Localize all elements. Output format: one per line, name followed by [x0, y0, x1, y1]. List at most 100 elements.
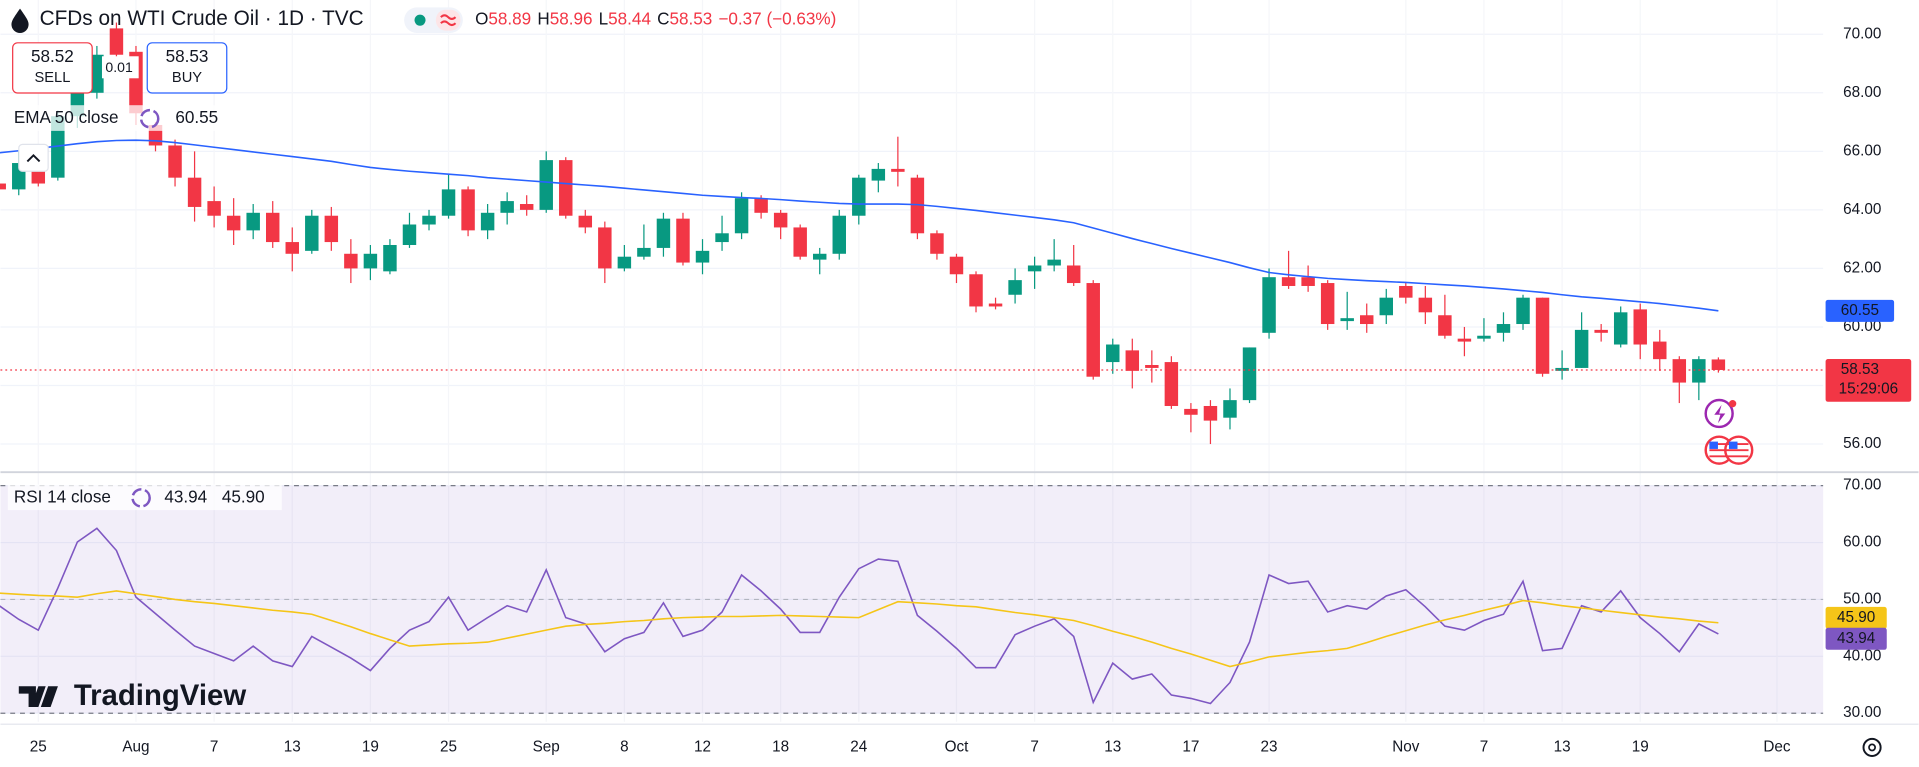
- event-dot: [1728, 400, 1737, 408]
- candle-body: [852, 177, 866, 216]
- spread: 0.01: [105, 59, 133, 75]
- chart-title: CFDs on WTI Crude Oil · 1D · TVC: [40, 7, 364, 30]
- y-tick-label: 70.00: [1843, 477, 1881, 494]
- y-tick-label: 56.00: [1843, 435, 1881, 452]
- candle-body: [969, 274, 983, 307]
- candle-body: [871, 168, 886, 181]
- candle-body: [1692, 359, 1706, 383]
- x-tick-label: 17: [1182, 738, 1199, 755]
- x-tick-label: 13: [1104, 738, 1121, 755]
- candle-body: [305, 215, 319, 251]
- candle-body: [1360, 315, 1374, 325]
- candle-body: [285, 242, 299, 254]
- sell-price: 58.52: [31, 47, 74, 66]
- candle-body: [1262, 277, 1276, 333]
- candle-body: [1008, 280, 1022, 295]
- y-tick-label: 60.00: [1843, 318, 1881, 335]
- settings-button[interactable]: [1862, 737, 1882, 757]
- candle-body: [637, 247, 651, 257]
- candle-body: [617, 256, 632, 269]
- flag-stripes: [1709, 443, 1749, 458]
- x-tick-label: 7: [1480, 738, 1489, 755]
- candle-body: [1672, 359, 1687, 383]
- indicator-name[interactable]: EMA 50 close: [14, 108, 119, 127]
- collapse-icon: [26, 153, 41, 163]
- indicator-value: 45.90: [222, 487, 265, 506]
- candle-body: [246, 212, 260, 231]
- candle-body: [754, 198, 768, 213]
- candle-body: [734, 198, 749, 234]
- candle-body: [1086, 283, 1100, 377]
- spread-box: [101, 56, 139, 79]
- buy-button[interactable]: [146, 42, 228, 94]
- ohlc-letter: L: [599, 9, 609, 28]
- x-tick-label: 7: [210, 738, 219, 755]
- indicator-line: [0, 139, 1719, 312]
- candle-body: [1438, 315, 1452, 336]
- axis-tag-label: 45.90: [1837, 609, 1875, 626]
- candle-body: [1516, 297, 1530, 325]
- candle-body: [1047, 259, 1061, 266]
- ohlc-letter: H: [537, 9, 549, 28]
- candle-body: [812, 253, 827, 260]
- candle-body: [773, 212, 788, 228]
- x-tick-label: Oct: [945, 738, 970, 755]
- indicator-value: 43.94: [164, 487, 207, 506]
- x-tick-label: 13: [1554, 738, 1571, 755]
- watermark: TradingView: [74, 679, 246, 712]
- sell-button[interactable]: [12, 42, 93, 94]
- x-tick-label: 18: [772, 738, 789, 755]
- candle-body: [1379, 297, 1393, 316]
- y-tick-label: 50.00: [1843, 590, 1881, 607]
- candle-body: [226, 215, 241, 231]
- candle-body: [715, 233, 729, 243]
- candle-body: [1242, 347, 1257, 401]
- y-tick-label: 60.00: [1843, 534, 1881, 551]
- candle-body: [793, 227, 807, 257]
- line: [0, 590, 1719, 668]
- delayed-badge: [435, 9, 461, 31]
- candle-body: [910, 177, 925, 234]
- x-tick-label: 19: [1632, 738, 1649, 755]
- candle-body: [1223, 400, 1237, 418]
- overlay: CFDs on WTI Crude Oil · 1D · TVC O58.89 H…: [0, 7, 1919, 757]
- x-tick-label: 24: [850, 738, 867, 755]
- candle-body: [1125, 350, 1140, 371]
- candle-body: [1066, 265, 1081, 284]
- x-tick-label: 7: [1030, 738, 1039, 755]
- ohlc-value: 58.53: [669, 9, 712, 28]
- candle-body: [324, 215, 339, 243]
- indicator-icon[interactable]: [131, 488, 151, 508]
- buy-price: 58.53: [166, 47, 209, 66]
- ohlc-value: 58.89: [488, 9, 531, 28]
- candle-body: [1633, 309, 1647, 345]
- x-tick-label: 12: [694, 738, 711, 755]
- indicator-icon[interactable]: [139, 108, 160, 129]
- y-tick-label: 30.00: [1843, 704, 1881, 721]
- axis-tag-label: 58.53: [1841, 361, 1879, 378]
- y-tick-label: 66.00: [1843, 142, 1881, 159]
- candle-body: [891, 168, 905, 172]
- logo-icon: [18, 686, 58, 708]
- candle-body: [461, 189, 475, 231]
- candle-body: [832, 215, 846, 254]
- candle-body: [1320, 283, 1335, 325]
- collapse-button[interactable]: [18, 143, 49, 172]
- candle-body: [1281, 277, 1296, 286]
- candle-body: [578, 215, 593, 228]
- candle-body: [1164, 362, 1179, 406]
- sell-label: SELL: [35, 70, 71, 86]
- candle-body: [519, 204, 534, 210]
- candle-body: [480, 212, 495, 231]
- candle-body: [930, 233, 944, 254]
- indicator-value: 60.55: [175, 108, 218, 127]
- y-tick-label: 68.00: [1843, 84, 1881, 101]
- line: [0, 527, 1719, 705]
- grid: [0, 33, 1824, 714]
- axis-tags: 56.0058.0060.0062.0064.0066.0068.0070.00…: [30, 25, 1912, 755]
- indicator-name[interactable]: RSI 14 close: [14, 487, 111, 506]
- candle-body: [500, 201, 514, 213]
- ohlc-value: 58.44: [608, 9, 651, 28]
- market-open-dot: [414, 14, 426, 26]
